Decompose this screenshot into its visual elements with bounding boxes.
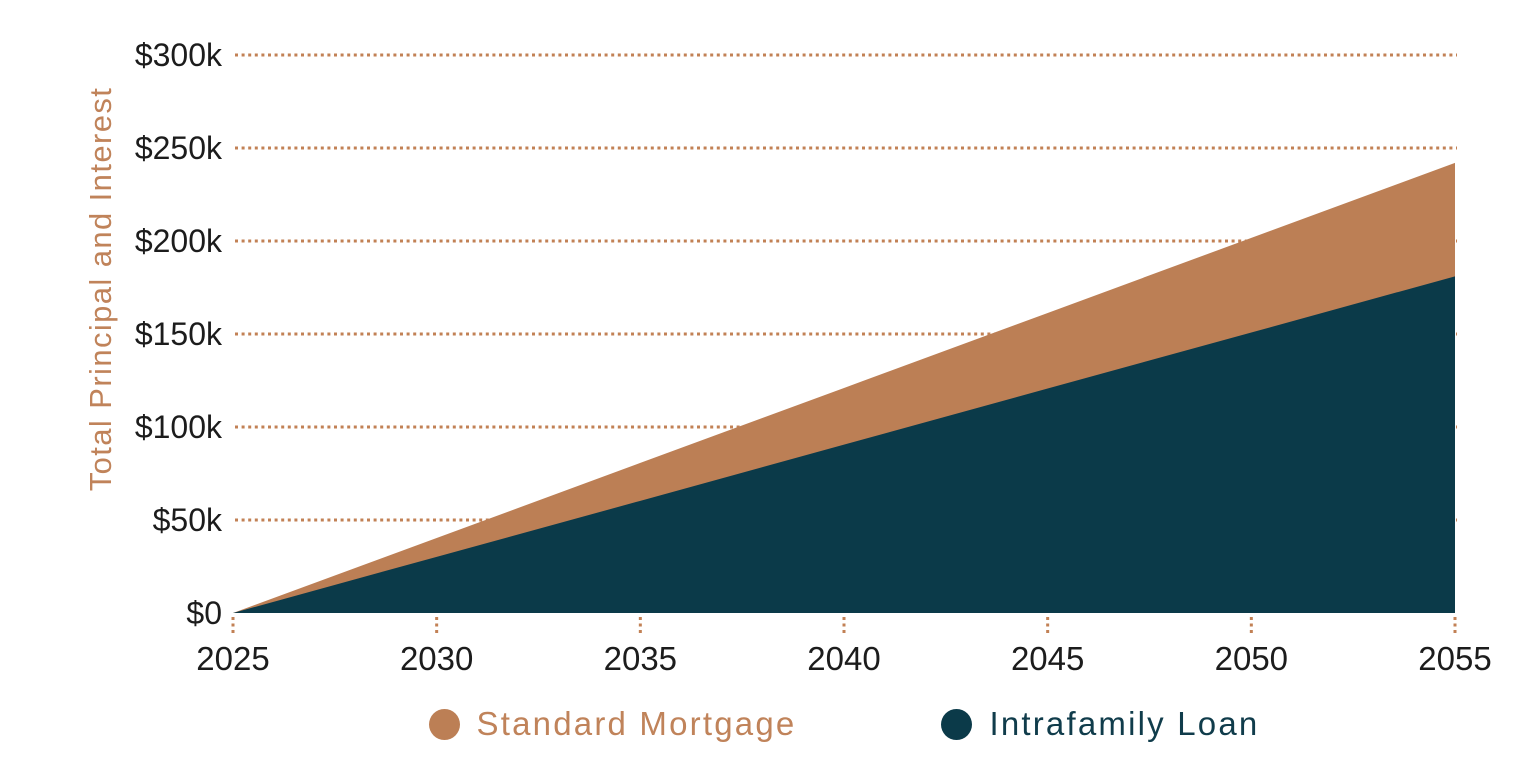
x-tick-label: 2045: [1010, 640, 1085, 677]
y-tick-label: $200k: [134, 223, 222, 259]
y-tick-label: $300k: [134, 37, 222, 73]
x-tick-label: 2025: [196, 640, 270, 677]
legend-item-standard-mortgage: Standard Mortgage: [428, 705, 797, 743]
y-tick-label: $150k: [134, 316, 222, 352]
legend-dot-standard-mortgage-icon: [428, 708, 460, 740]
x-tick-label: 2030: [399, 640, 474, 677]
y-tick-label: $100k: [134, 409, 222, 445]
x-tick-label: 2050: [1214, 640, 1289, 677]
legend-label-intrafamily-loan: Intrafamily Loan: [989, 705, 1260, 742]
legend-dot-intrafamily-loan-icon: [941, 708, 973, 740]
legend: Standard Mortgage Intrafamily Loan: [233, 699, 1455, 749]
legend-item-intrafamily-loan: Intrafamily Loan: [941, 705, 1259, 743]
x-tick-label: 2035: [603, 640, 678, 677]
x-tick-label: 2040: [807, 640, 881, 677]
y-tick-label: $250k: [134, 130, 222, 166]
y-tick-label: $50k: [152, 502, 222, 538]
x-tick-label: 2055: [1418, 640, 1492, 677]
y-tick-label: $0: [186, 595, 222, 631]
area-intrafamily-loan: [233, 276, 1455, 613]
legend-label-standard-mortgage: Standard Mortgage: [476, 705, 797, 742]
